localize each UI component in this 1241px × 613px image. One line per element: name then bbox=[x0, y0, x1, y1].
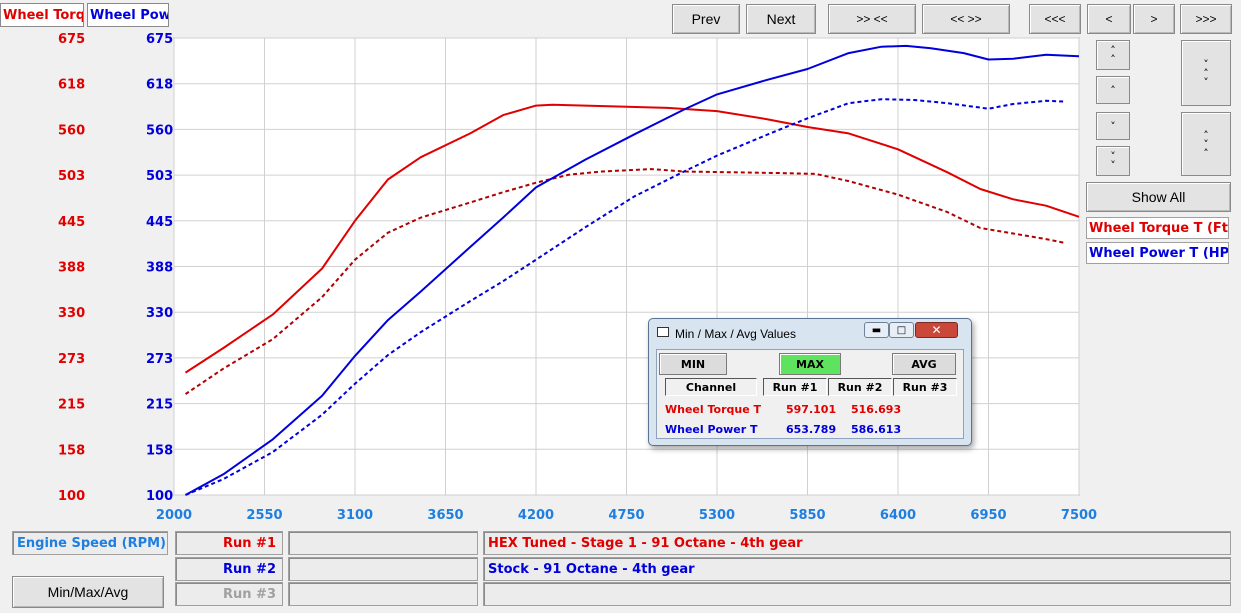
x-tick-label: 6400 bbox=[880, 508, 916, 523]
window-icon bbox=[657, 327, 669, 337]
row-torque-run1: 597.101 bbox=[786, 403, 837, 416]
zoom-out-button[interactable]: << >> bbox=[922, 4, 1010, 34]
col-header-channel: Channel bbox=[665, 378, 757, 396]
compress-vertical-icon[interactable]: ˄ ˅ ˄ bbox=[1181, 112, 1231, 176]
x-tick-label: 3650 bbox=[427, 508, 463, 523]
col-header-run2: Run #2 bbox=[828, 378, 892, 396]
run-3-file-field[interactable] bbox=[288, 582, 478, 606]
minimize-icon[interactable]: ▬ bbox=[864, 322, 889, 338]
legend-wheel-power: Wheel Power T (HP) bbox=[1086, 242, 1229, 264]
chevron-down-icon[interactable]: ˅ bbox=[1096, 112, 1130, 140]
x-tick-label: 7500 bbox=[1061, 508, 1097, 523]
run-1-file-field[interactable] bbox=[288, 531, 478, 555]
dialog-title: Min / Max / Avg Values bbox=[675, 327, 796, 341]
x-tick-label: 2000 bbox=[156, 508, 192, 523]
y-tick-label-left: 675 bbox=[58, 32, 85, 47]
chevron-double-up-icon[interactable]: ˄ ˄ bbox=[1096, 40, 1130, 70]
row-power-run1: 653.789 bbox=[786, 423, 837, 436]
expand-vertical-icon[interactable]: ˅ ˄ ˅ bbox=[1181, 40, 1231, 106]
x-tick-label: 4750 bbox=[608, 508, 644, 523]
run-3-label: Run #3 bbox=[175, 582, 283, 606]
x-axis-channel-field[interactable]: Engine Speed (RPM) bbox=[12, 531, 168, 555]
x-tick-label: 6950 bbox=[970, 508, 1006, 523]
y-tick-label-right: 560 bbox=[146, 123, 173, 138]
series-line-wheel-torque-t-run2 bbox=[184, 168, 1066, 395]
x-tick-label: 3100 bbox=[337, 508, 373, 523]
zoom-in-button[interactable]: >> << bbox=[828, 4, 916, 34]
x-tick-label: 5850 bbox=[789, 508, 825, 523]
y-tick-label-left: 445 bbox=[58, 215, 85, 230]
col-header-run3: Run #3 bbox=[893, 378, 957, 396]
chart-area: 2000 2550 3100 3650 4200 4750 5300 5850 6400 6950… bbox=[58, 32, 1097, 523]
y-tick-label-left: 618 bbox=[58, 78, 85, 93]
row-power-run2: 586.613 bbox=[851, 423, 902, 436]
row-torque-run2: 516.693 bbox=[851, 403, 902, 416]
y-tick-label-left: 158 bbox=[58, 443, 85, 458]
y-tick-label-right: 388 bbox=[146, 261, 173, 276]
run-2-label: Run #2 bbox=[175, 557, 283, 581]
maximize-icon[interactable]: □ bbox=[889, 322, 914, 338]
x-tick-label: 2550 bbox=[246, 508, 282, 523]
y-tick-label-left: 503 bbox=[58, 169, 85, 184]
col-header-run1: Run #1 bbox=[763, 378, 827, 396]
max-button[interactable]: MAX bbox=[779, 353, 841, 375]
series-line-wheel-power-t-run1 bbox=[185, 44, 1080, 496]
close-icon[interactable]: ✕ bbox=[915, 322, 958, 338]
chevron-double-down-icon[interactable]: ˅ ˅ bbox=[1096, 146, 1130, 176]
y-tick-label-right: 215 bbox=[146, 398, 173, 413]
y-tick-label-right: 273 bbox=[146, 352, 173, 367]
dialog-body: MIN MAX AVG Channel Run #1 Run #2 Run #3… bbox=[656, 349, 964, 439]
run-2-file-field[interactable] bbox=[288, 557, 478, 581]
y-tick-label-right: 675 bbox=[146, 32, 173, 47]
x-tick-label: 4200 bbox=[518, 508, 554, 523]
y-tick-label-left: 100 bbox=[58, 489, 85, 504]
y-tick-label-right: 100 bbox=[146, 489, 173, 504]
prev-button[interactable]: Prev bbox=[672, 4, 740, 34]
y-tick-label-left: 388 bbox=[58, 261, 85, 276]
row-power-channel: Wheel Power T bbox=[665, 423, 758, 436]
tab-wheel-torque[interactable]: Wheel Torq bbox=[0, 3, 84, 27]
y-tick-label-left: 330 bbox=[58, 306, 85, 321]
series-line-wheel-power-t-run2 bbox=[185, 98, 1066, 496]
y-tick-label-right: 158 bbox=[146, 443, 173, 458]
run-3-description bbox=[483, 582, 1231, 606]
y-tick-label-right: 618 bbox=[146, 78, 173, 93]
min-max-avg-button[interactable]: Min/Max/Avg bbox=[12, 576, 164, 608]
next-button[interactable]: Next bbox=[746, 4, 816, 34]
legend-wheel-torque: Wheel Torque T (Ft-lb) bbox=[1086, 217, 1229, 239]
scroll-right-button[interactable]: > bbox=[1133, 4, 1175, 34]
y-tick-label-left: 273 bbox=[58, 352, 85, 367]
y-tick-label-right: 330 bbox=[146, 306, 173, 321]
row-torque-channel: Wheel Torque T bbox=[665, 403, 762, 416]
y-tick-label-right: 445 bbox=[146, 215, 173, 230]
series-line-wheel-torque-t-run1 bbox=[184, 103, 1080, 374]
min-max-avg-dialog: Min / Max / Avg Values ▬ □ ✕ MIN MAX AVG… bbox=[648, 318, 972, 446]
scroll-left-button[interactable]: < bbox=[1087, 4, 1131, 34]
y-tick-label-left: 560 bbox=[58, 123, 85, 138]
show-all-button[interactable]: Show All bbox=[1086, 182, 1231, 212]
run-1-description: HEX Tuned - Stage 1 - 91 Octane - 4th ge… bbox=[483, 531, 1231, 555]
y-tick-label-right: 503 bbox=[146, 169, 173, 184]
scroll-far-left-button[interactable]: <<< bbox=[1029, 4, 1081, 34]
chevron-up-icon[interactable]: ˄ bbox=[1096, 76, 1130, 104]
x-tick-label: 5300 bbox=[699, 508, 735, 523]
y-tick-label-left: 215 bbox=[58, 398, 85, 413]
run-2-description: Stock - 91 Octane - 4th gear bbox=[483, 557, 1231, 581]
run-1-label: Run #1 bbox=[175, 531, 283, 555]
avg-button[interactable]: AVG bbox=[892, 353, 956, 375]
tab-wheel-power[interactable]: Wheel Pow bbox=[87, 3, 169, 27]
scroll-far-right-button[interactable]: >>> bbox=[1180, 4, 1232, 34]
min-button[interactable]: MIN bbox=[659, 353, 727, 375]
